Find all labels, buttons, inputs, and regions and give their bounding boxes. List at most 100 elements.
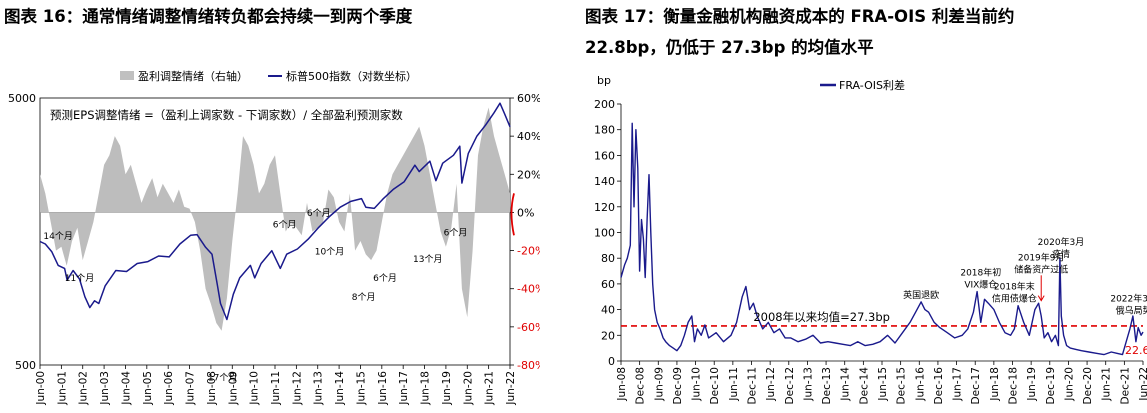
left-x-tick-label: Jun-21 [484,371,496,406]
legend-area-swatch [120,71,134,80]
duration-label: 6个月 [273,220,297,231]
fra-x-tick-label: Dec-09 [672,367,684,404]
duration-label: 6个月 [307,208,331,219]
fra-x-tick-label: Dec-10 [709,367,721,404]
fra-x-tick-label: Jun-19 [1026,367,1038,402]
duration-label: 6个月 [444,227,468,238]
fra-x-tick-label: Dec-18 [1008,367,1020,404]
left-x-tick-label: Jun-12 [291,371,303,406]
event-annotation-label: 俄乌局势 [1116,304,1147,316]
left-x-tick-label: Jun-16 [377,371,389,406]
fra-x-tick-label: Dec-20 [1082,367,1094,404]
event-annotation-label: 储备资产过低 [1014,263,1068,275]
left-annotation-formula: 预测EPS调整情绪 =（盈利上调家数 - 下调家数）/ 全部盈利预测家数 [50,108,403,122]
fra-y-tick-label: 160 [594,149,615,162]
right-chart-title-line2: 22.8bp，仍低于 27.3bp 的均值水平 [585,38,874,57]
left-x-tick-label: Jun-18 [420,371,432,406]
left-x-tick-label: Jun-10 [249,371,261,406]
event-annotation-label: VIX爆仓 [964,279,997,291]
y-unit-label: bp [597,74,611,87]
left-chart-svg: 盈利调整情绪（右轴） 标普500指数（对数坐标） 预测EPS调整情绪 =（盈利上… [8,69,540,406]
right-y-tick-label: 20% [517,168,540,181]
fra-x-tick-label: Dec-21 [1119,367,1131,404]
right-y-tick-label: 0% [517,206,534,219]
left-y-tick-label: 5000 [8,92,36,105]
duration-label: 6个月 [373,273,397,284]
fra-x-tick-label: Dec-08 [635,367,647,404]
legend-line-label: 标普500指数（对数坐标） [286,69,417,83]
current-value-label: 22.6 [1125,344,1147,357]
fra-y-tick-label: 20 [601,329,615,342]
fra-y-tick-label: 180 [594,124,615,137]
legend-area-label: 盈利调整情绪（右轴） [138,69,248,83]
fra-ois-spread-line [620,122,1144,356]
fra-y-tick-label: 140 [594,175,615,188]
fra-x-tick-label: Jun-12 [765,367,777,402]
fra-x-tick-label: Dec-17 [970,367,982,404]
event-annotation-label: 2018年末 [994,281,1035,293]
right-y-axis-ticks: 60% 40% 20% 0% -20% -40% -60% -80% [510,92,540,372]
event-annotation-arrowhead [1037,295,1045,302]
left-x-axis-ticks: Jun-00 Jun-01 Jun-02 Jun-03 Jun-04 Jun-05 Jun-… [35,365,517,406]
right-y-tick-label: -40% [517,283,540,296]
left-y-axis-ticks: 5000 500 [8,92,36,372]
event-annotation-label: 2019年9月 [1018,251,1065,263]
left-y-tick-label: 500 [15,359,36,372]
current-sentiment-marker [510,193,515,236]
fra-y-tick-label: 100 [594,227,615,240]
fra-x-tick-label: Dec-15 [896,367,908,404]
fra-x-tick-label: Jun-16 [914,367,926,402]
duration-label: 17个月 [208,372,237,383]
duration-label: 11个月 [65,273,94,284]
left-x-tick-label: Jun-04 [120,371,132,406]
duration-label: 14个月 [43,231,72,242]
fra-x-tick-label: Jun-08 [616,367,628,402]
right-chart-panel: 图表 17：衡量金融机构融资成本的 FRA-OIS 利差当前约 22.8bp，仍… [583,0,1147,413]
duration-label: 10个月 [315,246,344,257]
left-x-tick-label: Jun-02 [78,371,90,406]
left-x-tick-label: Jun-09 [227,371,239,406]
right-y-tick-label: 60% [517,92,540,105]
right-chart-title-line1: 图表 17：衡量金融机构融资成本的 FRA-OIS 利差当前约 [585,7,1015,26]
fra-x-tick-label: Dec-19 [1045,367,1057,404]
left-x-tick-label: Jun-19 [441,371,453,406]
mean-value-label: 2008年以来均值=27.3bp [753,310,890,324]
left-x-tick-label: Jun-22 [505,371,517,406]
fra-x-tick-label: Jun-15 [877,367,889,402]
left-plot-frame [39,97,511,366]
fra-x-tick-label: Jun-17 [952,367,964,402]
fra-y-tick-label: 80 [601,252,615,265]
sp500-line-group [39,102,511,321]
legend-fra-label: FRA-OIS利差 [839,78,905,92]
left-x-tick-label: Jun-15 [355,371,367,406]
fra-y-tick-label: 60 [601,278,615,291]
fra-x-tick-label: Dec-16 [933,367,945,405]
left-x-tick-label: Jun-00 [35,371,47,406]
sp500-index-line [39,102,511,321]
duration-labels: 14个月 11个月 17个月 6个月 6个月 10个月 8个月 6个月 13个月 6个月 [43,208,467,383]
left-x-tick-label: Jun-11 [270,371,282,406]
left-x-tick-label: Jun-13 [313,371,325,406]
left-x-tick-label: Jun-14 [334,371,346,406]
left-chart-title: 图表 16：通常情绪调整情绪转负都会持续一到两个季度 [4,7,413,26]
left-x-tick-label: Jun-08 [206,371,218,406]
right-chart-svg: bp FRA-OIS利差 200180160140120100806040200… [594,74,1147,404]
fra-x-axis-ticks: Jun-08 Dec-08 Jun-09 Dec-09 Jun-10 Dec-10 Jun-… [616,361,1147,404]
fra-x-tick-label: Jun-14 [840,367,852,402]
right-y-tick-label: 40% [517,130,540,143]
left-x-tick-label: Jun-06 [163,371,175,406]
fra-y-tick-label: 0 [608,355,615,368]
event-annotation-label: 疫情 [1052,248,1070,260]
duration-label: 8个月 [352,292,376,303]
fra-x-tick-label: Dec-14 [858,367,870,405]
left-chart-panel: 图表 16：通常情绪调整情绪转负都会持续一到两个季度 盈利调整情绪（右轴） 标普… [0,0,540,413]
fra-x-tick-label: Jun-11 [728,367,740,402]
revision-area-group [40,107,510,331]
right-y-tick-label: -20% [517,245,540,258]
fra-x-tick-label: Jun-10 [691,367,703,402]
event-annotation-label: 信用债爆仓 [992,293,1037,305]
fra-x-tick-label: Jun-13 [802,367,814,402]
revision-sentiment-area [40,107,510,331]
